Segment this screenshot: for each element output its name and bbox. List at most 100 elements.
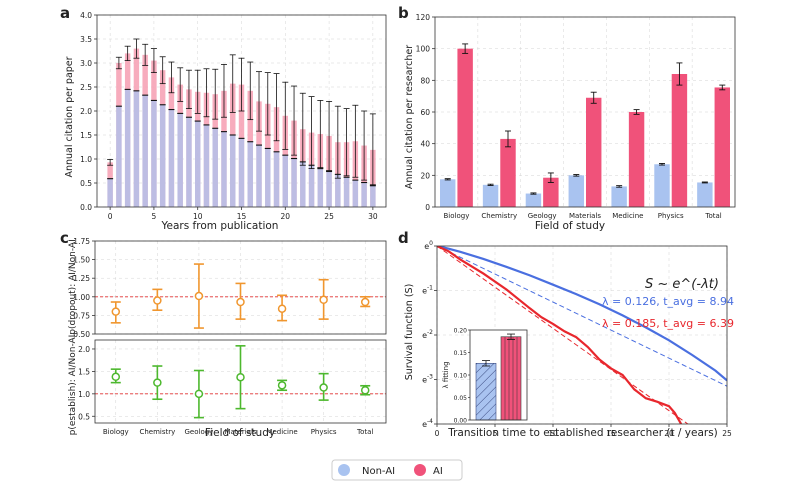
a-xtick-label: 30 — [368, 212, 378, 221]
a-ytick-label: 1.0 — [80, 155, 92, 164]
c-top-point — [319, 295, 328, 305]
a-bar-nonai — [194, 121, 201, 207]
a-bar-nonai — [273, 151, 280, 207]
a-bar-nonai — [352, 180, 359, 207]
c-top-ytick-label: 1.00 — [73, 293, 90, 302]
a-bar-nonai — [343, 177, 350, 207]
panel-b-ylabel: Annual citation per researcher — [404, 45, 415, 189]
legend-box — [331, 459, 463, 481]
a-bar-nonai — [308, 165, 315, 207]
a-bar-nonai — [142, 95, 148, 207]
b-bar-ai — [500, 138, 516, 207]
a-xtick-label: 5 — [152, 212, 157, 221]
a-ytick-label: 4.0 — [80, 11, 92, 20]
c-top-point — [236, 297, 245, 307]
a-bar-nonai — [326, 171, 332, 207]
c-bottom-ytick-label: 0.5 — [78, 412, 90, 421]
d-xtick-label: 10 — [548, 429, 558, 438]
a-ytick-label: 0.0 — [80, 203, 92, 212]
panel-a-xlabel: Years from publication — [161, 220, 279, 232]
panel-b-bar-chart: 0 20 40 60 80 100 120 Biology Chemistry Geology Ma… — [416, 13, 736, 220]
d-inset-ytick-label: 0.05 — [454, 395, 468, 402]
a-ytick-label: 1.5 — [80, 131, 92, 140]
d-inset-bar-nonai — [475, 362, 497, 421]
c-bottom-ytick-label: 2.0 — [78, 345, 90, 354]
a-bar-nonai — [203, 124, 210, 207]
panel-d-annotation-nonai: λ = 0.126, t_avg = 8.94 — [602, 295, 734, 308]
d-ytick-exponent: -4 — [427, 418, 433, 425]
d-ytick-exponent: -2 — [427, 329, 433, 336]
a-bar-nonai — [159, 104, 166, 207]
d-line-nonai — [437, 246, 727, 382]
c-bottom-ytick-label: 1.0 — [78, 390, 90, 399]
c-bottom-point — [194, 389, 204, 399]
a-bar-nonai — [186, 117, 192, 207]
a-bar-nonai — [151, 100, 157, 207]
d-xtick-label: 25 — [722, 429, 732, 438]
c-bottom-xtick-label: Chemistry — [139, 428, 175, 436]
a-xtick-label: 15 — [237, 212, 247, 221]
c-top-point — [277, 304, 287, 313]
c-bottom-point — [153, 378, 162, 387]
d-frame — [436, 245, 728, 425]
b-ytick-label: 40 — [420, 140, 430, 149]
a-bar-nonai — [221, 131, 227, 207]
c-top-frame — [94, 240, 387, 335]
c-bottom-point — [277, 381, 287, 390]
b-bar-ai — [543, 177, 559, 207]
c-bottom-point — [236, 372, 245, 382]
b-ytick-label: 100 — [416, 45, 431, 54]
b-frame — [434, 16, 736, 208]
panel-d-ylabel: Survival function (S) — [404, 284, 415, 381]
panel-a-bar-chart: 0.0 0.5 1.0 1.5 2.0 2.5 3.0 3.5 4.0 0 5 10 15 20 25 30 — [80, 11, 387, 221]
d-xtick-label: 20 — [664, 429, 674, 438]
panel-label-d: d — [398, 229, 409, 247]
b-bar-nonai — [654, 164, 670, 207]
c-top-ytick-label: 1.50 — [73, 256, 90, 265]
d-ytick-label: e-4 — [422, 418, 433, 429]
b-xtick-label: Geology — [528, 212, 557, 220]
b-xtick-label: Physics — [658, 212, 684, 220]
d-ytick-exponent: 0 — [429, 240, 433, 247]
a-bar-nonai — [361, 182, 367, 207]
c-top-ytick-label: 0.75 — [73, 311, 90, 320]
a-bar-nonai — [335, 174, 341, 207]
b-bar-ai — [671, 74, 688, 207]
c-top-point — [194, 291, 204, 301]
a-ytick-label: 0.5 — [80, 179, 92, 188]
d-ytick-label: e0 — [424, 240, 433, 251]
d-ytick-exponent: -3 — [427, 374, 433, 381]
c-bottom-frame — [94, 339, 387, 424]
b-bar-ai — [628, 112, 645, 207]
d-lines — [437, 246, 727, 424]
a-bar-nonai — [212, 128, 218, 207]
c-bottom-xtick-label: Physics — [311, 428, 337, 436]
c-bottom-xtick-label: Biology — [103, 428, 129, 436]
c-top-point — [153, 296, 162, 305]
c-top-ytick-label: 0.50 — [73, 330, 90, 339]
panel-c-establish-chart: 0.5 1.0 1.5 2.0 Biology Chemistry Geology Mater… — [78, 339, 387, 436]
c-bottom-point — [360, 385, 370, 395]
d-ytick-label: e-2 — [422, 329, 433, 340]
b-xtick-label: Chemistry — [481, 212, 517, 220]
a-bar-nonai — [124, 89, 131, 207]
b-bar-nonai — [482, 184, 499, 207]
panel-d-annotation-ai: λ = 0.185, t_avg = 6.39 — [602, 317, 734, 330]
c-top-ytick-label: 1.75 — [73, 237, 90, 246]
panel-label-b: b — [398, 4, 409, 22]
panel-c-bottom-ylabel: p(establish): AI/Non-AI — [68, 335, 78, 436]
b-xtick-label: Biology — [444, 212, 470, 220]
b-bar-ai — [457, 48, 473, 207]
b-bar-nonai — [697, 182, 713, 207]
a-bar-nonai — [265, 148, 271, 207]
a-bar-nonai — [370, 184, 376, 207]
a-bar-nonai — [317, 168, 324, 207]
b-ytick-label: 0 — [425, 203, 430, 212]
d-inset-bar-ai — [500, 336, 522, 421]
a-bar-nonai — [256, 145, 262, 207]
b-bar-ai — [714, 87, 730, 207]
a-ytick-label: 3.5 — [80, 35, 92, 44]
b-ytick-label: 20 — [420, 171, 430, 180]
legend-ai-marker — [414, 464, 426, 476]
